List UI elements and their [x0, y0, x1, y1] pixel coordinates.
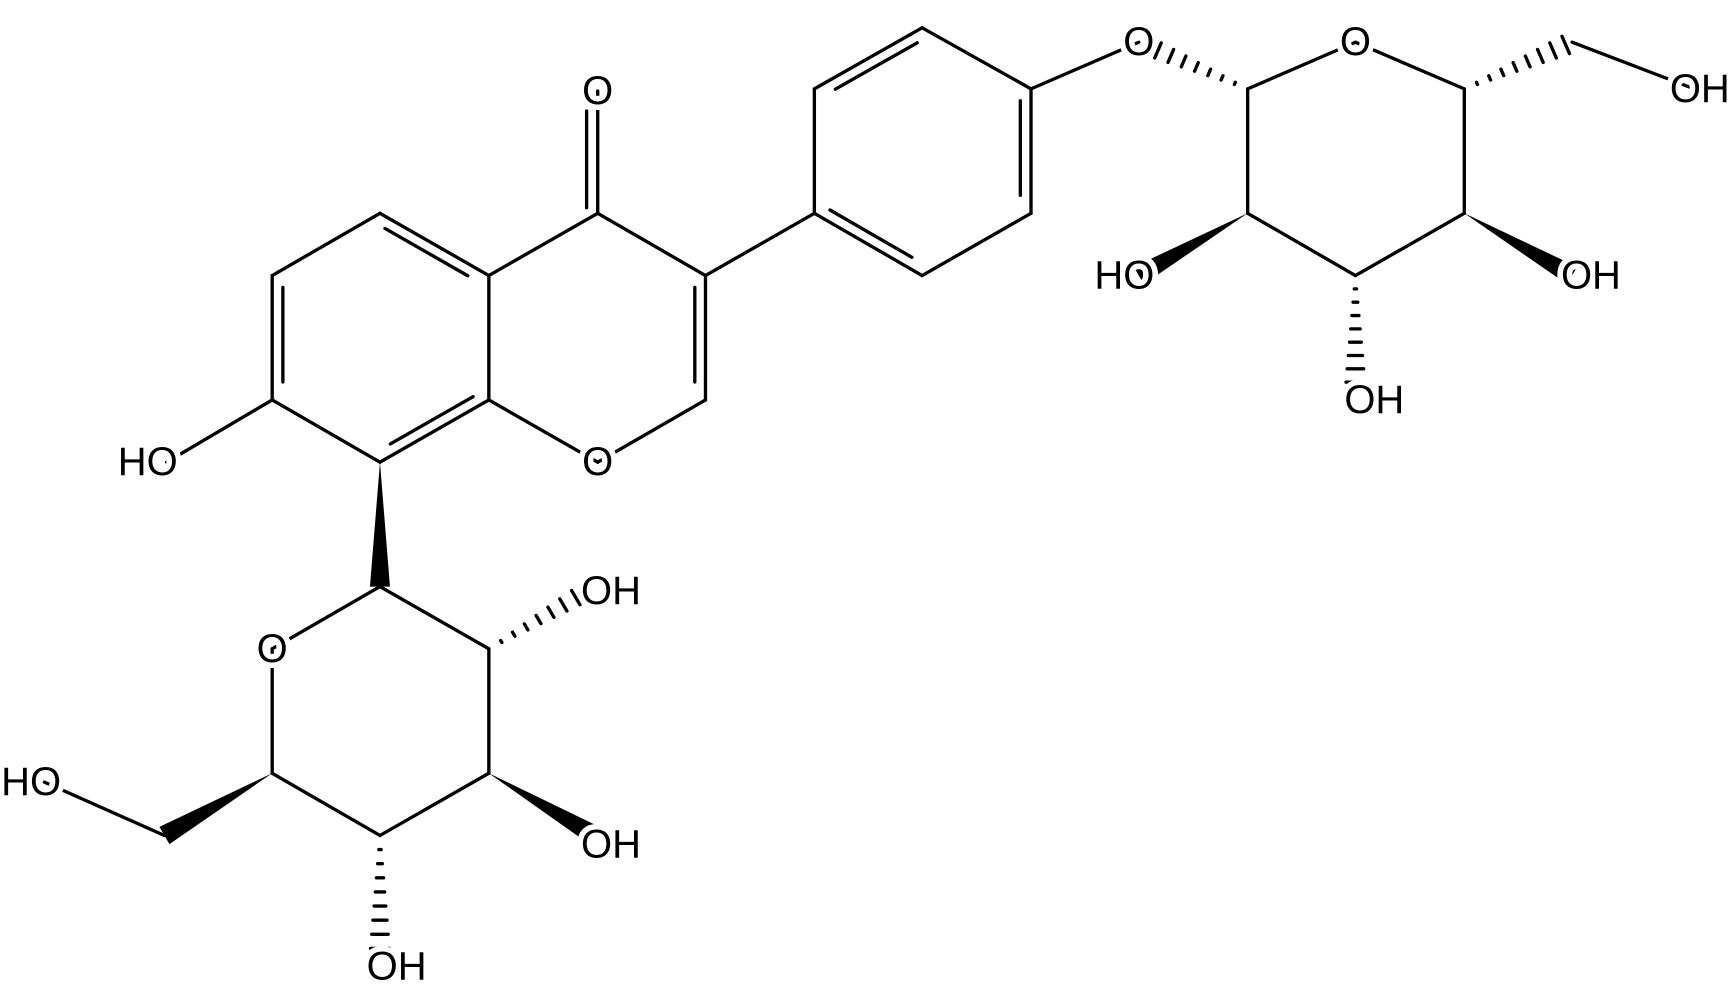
atom-label: O [257, 627, 288, 671]
hash-bond [1166, 47, 1176, 65]
bond [378, 771, 491, 838]
atom-label: O [582, 69, 613, 113]
hash-bond [1487, 74, 1493, 82]
hash-bond [1499, 67, 1506, 78]
bond [42, 780, 167, 838]
atom-label: HO [118, 440, 178, 484]
bond [920, 26, 1033, 91]
double-bond [833, 41, 919, 91]
bond [920, 211, 1033, 278]
atom-label: OH [1670, 67, 1730, 111]
bond [164, 398, 274, 464]
hash-bond [534, 613, 543, 626]
bond [703, 211, 817, 278]
bond [270, 584, 382, 651]
hash-bond [1219, 74, 1225, 82]
hash-bond [1206, 67, 1213, 78]
atom-label: OH [367, 945, 427, 989]
bond [596, 398, 708, 464]
wedge-bond [1464, 213, 1578, 285]
double-bond [828, 208, 914, 259]
atom-label: O [582, 440, 613, 484]
atom-label: O [1123, 20, 1154, 64]
bond [596, 211, 708, 278]
hash-bond [1511, 60, 1519, 73]
hash-bond [569, 588, 582, 607]
bond [1570, 40, 1696, 91]
atom-label: OH [581, 569, 641, 613]
hash-bond [498, 638, 504, 645]
bond [1353, 211, 1466, 278]
hash-bond [510, 630, 517, 638]
bond [378, 211, 491, 278]
hash-bond [546, 605, 556, 619]
bond [1029, 40, 1141, 91]
hash-bond [1523, 54, 1532, 69]
hash-bond [581, 580, 595, 601]
bond [1245, 40, 1358, 91]
atom-label: HO [1094, 254, 1154, 298]
hash-bond [522, 622, 530, 632]
hash-bond [1232, 80, 1237, 87]
atom-label: OH [1561, 254, 1621, 298]
hash-bond [1548, 41, 1558, 60]
hash-bond [1560, 34, 1572, 56]
bond [487, 211, 600, 278]
double-bond [388, 394, 475, 446]
hash-bond [1474, 80, 1480, 87]
double-bond [383, 226, 470, 278]
bond [1245, 211, 1358, 278]
atom-label: HO [1, 760, 61, 804]
bond [812, 211, 924, 278]
bond [270, 771, 382, 838]
bond [1353, 40, 1466, 91]
bond [487, 398, 600, 464]
hash-bond [1139, 34, 1151, 56]
atom-label: OH [581, 822, 641, 866]
hash-bond [1192, 60, 1200, 73]
bond [812, 26, 924, 91]
bond [378, 398, 491, 464]
wedge-bond [1133, 213, 1248, 285]
hash-bond [1153, 41, 1163, 60]
hash-bond [1179, 54, 1188, 69]
bond [270, 398, 382, 464]
bond [378, 584, 491, 651]
wedge-bond [159, 773, 273, 845]
bond [270, 211, 382, 278]
hash-bond [1535, 47, 1545, 65]
atom-label: O [1340, 20, 1371, 64]
hash-bond [558, 597, 569, 613]
wedge-bond [369, 462, 390, 587]
wedge-bond [488, 773, 600, 845]
atom-label: OH [1344, 378, 1404, 422]
